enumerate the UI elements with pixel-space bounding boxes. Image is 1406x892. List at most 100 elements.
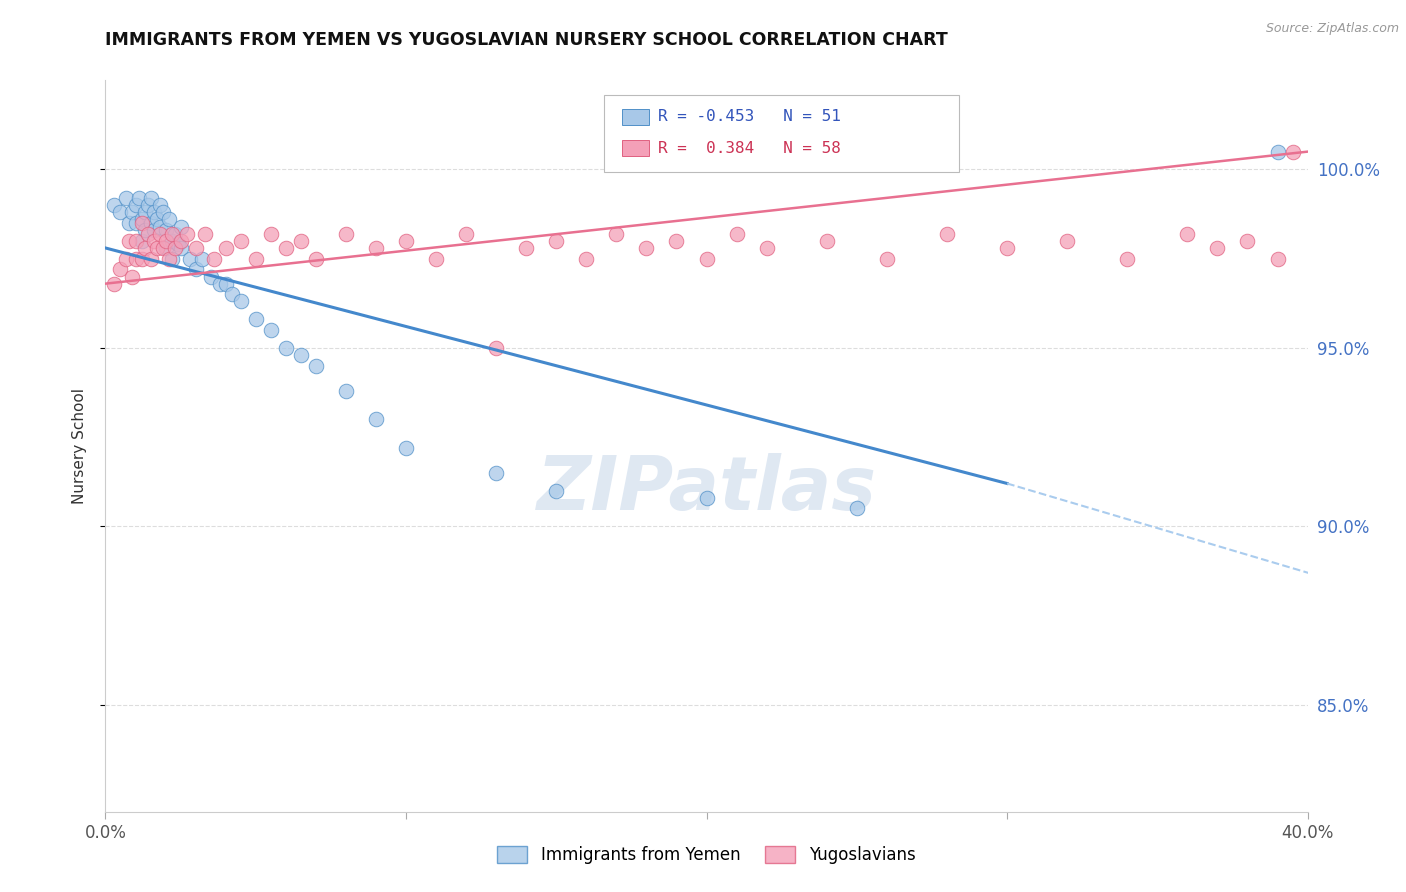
Point — [163, 227, 186, 241]
Point — [118, 234, 141, 248]
Point — [128, 191, 150, 205]
Point — [176, 227, 198, 241]
Point — [157, 212, 180, 227]
Point — [485, 341, 508, 355]
Point — [184, 241, 207, 255]
Legend: Immigrants from Yemen, Yugoslavians: Immigrants from Yemen, Yugoslavians — [491, 839, 922, 871]
Point — [124, 198, 146, 212]
Point — [134, 223, 156, 237]
Point — [1236, 234, 1258, 248]
Point — [1281, 145, 1303, 159]
Point — [142, 205, 165, 219]
Point — [131, 234, 153, 248]
Point — [169, 234, 191, 248]
Point — [136, 198, 159, 212]
FancyBboxPatch shape — [605, 95, 959, 171]
Point — [160, 227, 183, 241]
Point — [335, 384, 357, 398]
Point — [124, 216, 146, 230]
Point — [124, 234, 146, 248]
Point — [364, 412, 387, 426]
Point — [169, 241, 191, 255]
FancyBboxPatch shape — [623, 109, 648, 125]
Point — [200, 269, 222, 284]
Text: R = -0.453   N = 51: R = -0.453 N = 51 — [658, 110, 841, 124]
Text: ZIPatlas: ZIPatlas — [537, 453, 876, 526]
Point — [131, 212, 153, 227]
Point — [134, 205, 156, 219]
Point — [160, 234, 183, 248]
Point — [179, 252, 201, 266]
Point — [995, 241, 1018, 255]
Point — [395, 234, 418, 248]
Point — [118, 216, 141, 230]
Point — [142, 234, 165, 248]
Point — [845, 501, 868, 516]
Point — [1267, 145, 1289, 159]
Point — [290, 234, 312, 248]
Point — [815, 234, 838, 248]
Point — [1267, 252, 1289, 266]
Point — [260, 323, 283, 337]
Point — [152, 205, 174, 219]
Point — [245, 312, 267, 326]
Point — [425, 252, 447, 266]
Point — [155, 223, 177, 237]
FancyBboxPatch shape — [623, 140, 648, 156]
Point — [139, 216, 162, 230]
Point — [1056, 234, 1078, 248]
Point — [115, 191, 138, 205]
Point — [485, 466, 508, 480]
Point — [121, 205, 143, 219]
Point — [131, 216, 153, 230]
Y-axis label: Nursery School: Nursery School — [72, 388, 87, 504]
Point — [169, 219, 191, 234]
Point — [260, 227, 283, 241]
Point — [515, 241, 537, 255]
Point — [245, 252, 267, 266]
Point — [274, 341, 297, 355]
Point — [546, 234, 568, 248]
Point — [305, 359, 328, 373]
Point — [148, 198, 170, 212]
Point — [160, 252, 183, 266]
Point — [142, 223, 165, 237]
Point — [229, 294, 252, 309]
Text: R =  0.384   N = 58: R = 0.384 N = 58 — [658, 141, 841, 156]
Point — [190, 252, 212, 266]
Point — [696, 491, 718, 505]
Point — [139, 252, 162, 266]
Point — [364, 241, 387, 255]
Point — [214, 241, 236, 255]
Point — [1175, 227, 1198, 241]
Point — [202, 252, 225, 266]
Text: IMMIGRANTS FROM YEMEN VS YUGOSLAVIAN NURSERY SCHOOL CORRELATION CHART: IMMIGRANTS FROM YEMEN VS YUGOSLAVIAN NUR… — [105, 31, 948, 49]
Point — [636, 241, 658, 255]
Point — [936, 227, 959, 241]
Point — [605, 227, 627, 241]
Point — [335, 227, 357, 241]
Point — [214, 277, 236, 291]
Point — [134, 241, 156, 255]
Point — [152, 241, 174, 255]
Point — [110, 205, 132, 219]
Point — [148, 227, 170, 241]
Point — [1206, 241, 1229, 255]
Point — [110, 262, 132, 277]
Point — [755, 241, 778, 255]
Point — [131, 252, 153, 266]
Point — [124, 252, 146, 266]
Point — [121, 269, 143, 284]
Point — [221, 287, 243, 301]
Point — [139, 191, 162, 205]
Point — [184, 262, 207, 277]
Point — [1116, 252, 1139, 266]
Point — [115, 252, 138, 266]
Point — [145, 241, 167, 255]
Point — [725, 227, 748, 241]
Point — [148, 219, 170, 234]
Point — [194, 227, 217, 241]
Point — [696, 252, 718, 266]
Point — [145, 212, 167, 227]
Point — [166, 237, 188, 252]
